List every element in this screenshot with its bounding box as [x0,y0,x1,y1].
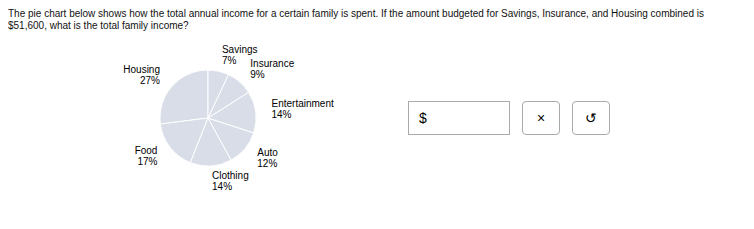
svg-text:Auto12%: Auto12% [257,147,278,169]
svg-text:Housing27%: Housing27% [123,64,160,86]
html-text:$51,600, what is the total fam: $51,600, what is the total family income… [8,20,189,31]
svg-text:Food17%: Food17% [135,145,158,167]
svg-text:Savings7%: Savings7% [222,44,258,66]
svg-text:Clothing14%: Clothing14% [212,170,249,192]
svg-text:Insurance9%: Insurance9% [250,58,294,80]
svg-text:Entertainment14%: Entertainment14% [271,98,333,120]
html-text:The pie chart below shows how: The pie chart below shows how the total … [8,8,704,19]
